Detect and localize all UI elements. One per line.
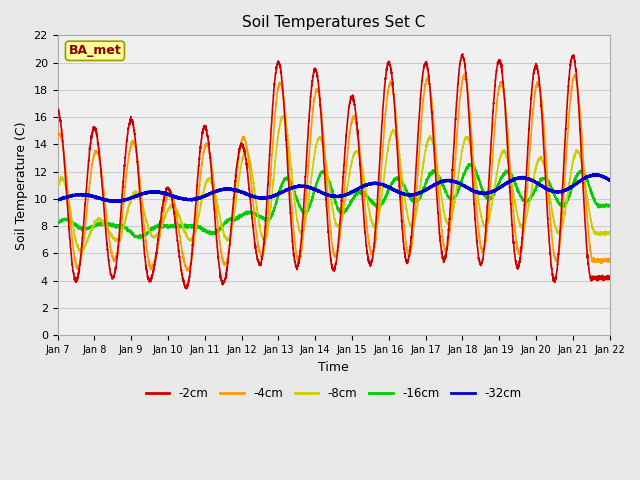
Legend: -2cm, -4cm, -8cm, -16cm, -32cm: -2cm, -4cm, -8cm, -16cm, -32cm bbox=[141, 382, 526, 404]
Title: Soil Temperatures Set C: Soil Temperatures Set C bbox=[242, 15, 425, 30]
Y-axis label: Soil Temperature (C): Soil Temperature (C) bbox=[15, 121, 28, 250]
X-axis label: Time: Time bbox=[318, 360, 349, 373]
Text: BA_met: BA_met bbox=[68, 44, 122, 57]
